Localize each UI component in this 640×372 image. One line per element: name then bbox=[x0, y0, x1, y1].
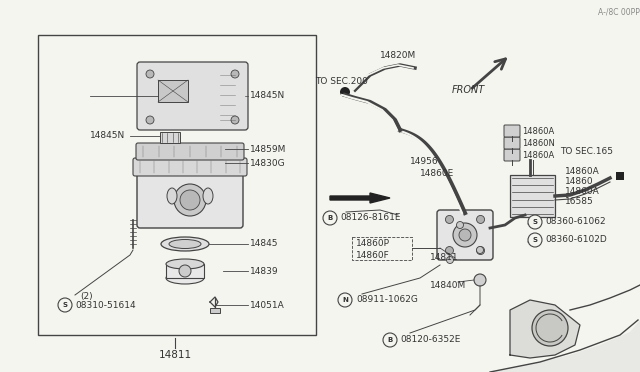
Text: 14860A: 14860A bbox=[565, 187, 600, 196]
Circle shape bbox=[447, 257, 454, 263]
Bar bbox=[616, 172, 624, 180]
Circle shape bbox=[146, 70, 154, 78]
Text: 14051A: 14051A bbox=[250, 301, 285, 310]
Text: 08120-6352E: 08120-6352E bbox=[400, 336, 460, 344]
Text: 14811: 14811 bbox=[159, 350, 191, 360]
Text: 14820M: 14820M bbox=[380, 51, 416, 60]
Text: 14859M: 14859M bbox=[250, 144, 286, 154]
Circle shape bbox=[174, 184, 206, 216]
Circle shape bbox=[146, 116, 154, 124]
Circle shape bbox=[528, 215, 542, 229]
Circle shape bbox=[453, 223, 477, 247]
Text: 14956: 14956 bbox=[410, 157, 438, 167]
Circle shape bbox=[231, 70, 239, 78]
Text: B: B bbox=[387, 337, 392, 343]
Text: 14845N: 14845N bbox=[90, 131, 125, 141]
Text: 08360-61062: 08360-61062 bbox=[545, 218, 605, 227]
Text: 08310-51614: 08310-51614 bbox=[75, 301, 136, 311]
Polygon shape bbox=[490, 320, 640, 372]
FancyBboxPatch shape bbox=[504, 137, 520, 149]
Circle shape bbox=[383, 333, 397, 347]
Text: 14860A: 14860A bbox=[522, 126, 554, 135]
Text: 14860A: 14860A bbox=[565, 167, 600, 176]
Text: S: S bbox=[532, 219, 538, 225]
Text: 14860P: 14860P bbox=[356, 238, 390, 247]
Bar bbox=[38, 35, 316, 335]
Polygon shape bbox=[330, 193, 390, 203]
Text: B: B bbox=[328, 215, 333, 221]
FancyBboxPatch shape bbox=[437, 210, 493, 260]
Circle shape bbox=[477, 247, 484, 254]
Circle shape bbox=[340, 87, 350, 97]
Text: S: S bbox=[532, 237, 538, 243]
Circle shape bbox=[58, 298, 72, 312]
Text: 14845: 14845 bbox=[250, 240, 278, 248]
Ellipse shape bbox=[169, 240, 201, 248]
Circle shape bbox=[231, 116, 239, 124]
Text: 14845N: 14845N bbox=[250, 92, 285, 100]
Text: 14830G: 14830G bbox=[250, 158, 285, 167]
Text: TO SEC.165: TO SEC.165 bbox=[560, 148, 613, 157]
Circle shape bbox=[179, 265, 191, 277]
Circle shape bbox=[323, 211, 337, 225]
Bar bbox=[158, 80, 188, 102]
Text: 14860A: 14860A bbox=[522, 151, 554, 160]
Circle shape bbox=[532, 310, 568, 346]
Circle shape bbox=[180, 190, 200, 210]
Text: 08911-1062G: 08911-1062G bbox=[356, 295, 418, 305]
Ellipse shape bbox=[161, 237, 209, 251]
Text: 16585: 16585 bbox=[565, 198, 594, 206]
Circle shape bbox=[477, 215, 484, 224]
Ellipse shape bbox=[167, 188, 177, 204]
Bar bbox=[352, 237, 412, 260]
Text: FRONT: FRONT bbox=[452, 85, 485, 95]
Circle shape bbox=[456, 221, 463, 228]
Text: 14860F: 14860F bbox=[356, 250, 390, 260]
Bar bbox=[210, 308, 220, 313]
Text: 14860E: 14860E bbox=[420, 169, 454, 177]
Circle shape bbox=[459, 229, 471, 241]
Text: 14840M: 14840M bbox=[430, 280, 467, 289]
Circle shape bbox=[528, 233, 542, 247]
FancyBboxPatch shape bbox=[504, 125, 520, 137]
Ellipse shape bbox=[203, 188, 213, 204]
FancyBboxPatch shape bbox=[504, 149, 520, 161]
Ellipse shape bbox=[166, 259, 204, 269]
FancyBboxPatch shape bbox=[133, 158, 247, 176]
Text: N: N bbox=[342, 297, 348, 303]
Text: TO SEC.200: TO SEC.200 bbox=[315, 77, 368, 87]
Circle shape bbox=[445, 247, 454, 254]
Bar bbox=[160, 132, 180, 143]
Circle shape bbox=[445, 215, 454, 224]
Text: A-/8C 00PP: A-/8C 00PP bbox=[598, 7, 640, 16]
Circle shape bbox=[474, 274, 486, 286]
Text: 14839: 14839 bbox=[250, 266, 278, 276]
Text: 14811: 14811 bbox=[430, 253, 459, 263]
Text: 14860N: 14860N bbox=[522, 138, 555, 148]
Ellipse shape bbox=[166, 272, 204, 284]
Text: 14860: 14860 bbox=[565, 177, 594, 186]
FancyBboxPatch shape bbox=[136, 143, 244, 160]
Bar bbox=[166, 264, 204, 278]
Text: (2): (2) bbox=[80, 292, 93, 301]
FancyBboxPatch shape bbox=[137, 62, 248, 130]
Bar bbox=[510, 175, 555, 217]
Circle shape bbox=[338, 293, 352, 307]
Circle shape bbox=[477, 247, 483, 253]
Text: S: S bbox=[63, 302, 67, 308]
Text: 08360-6102D: 08360-6102D bbox=[545, 235, 607, 244]
Polygon shape bbox=[510, 300, 580, 358]
FancyBboxPatch shape bbox=[137, 172, 243, 228]
Text: 08126-8161E: 08126-8161E bbox=[340, 214, 401, 222]
